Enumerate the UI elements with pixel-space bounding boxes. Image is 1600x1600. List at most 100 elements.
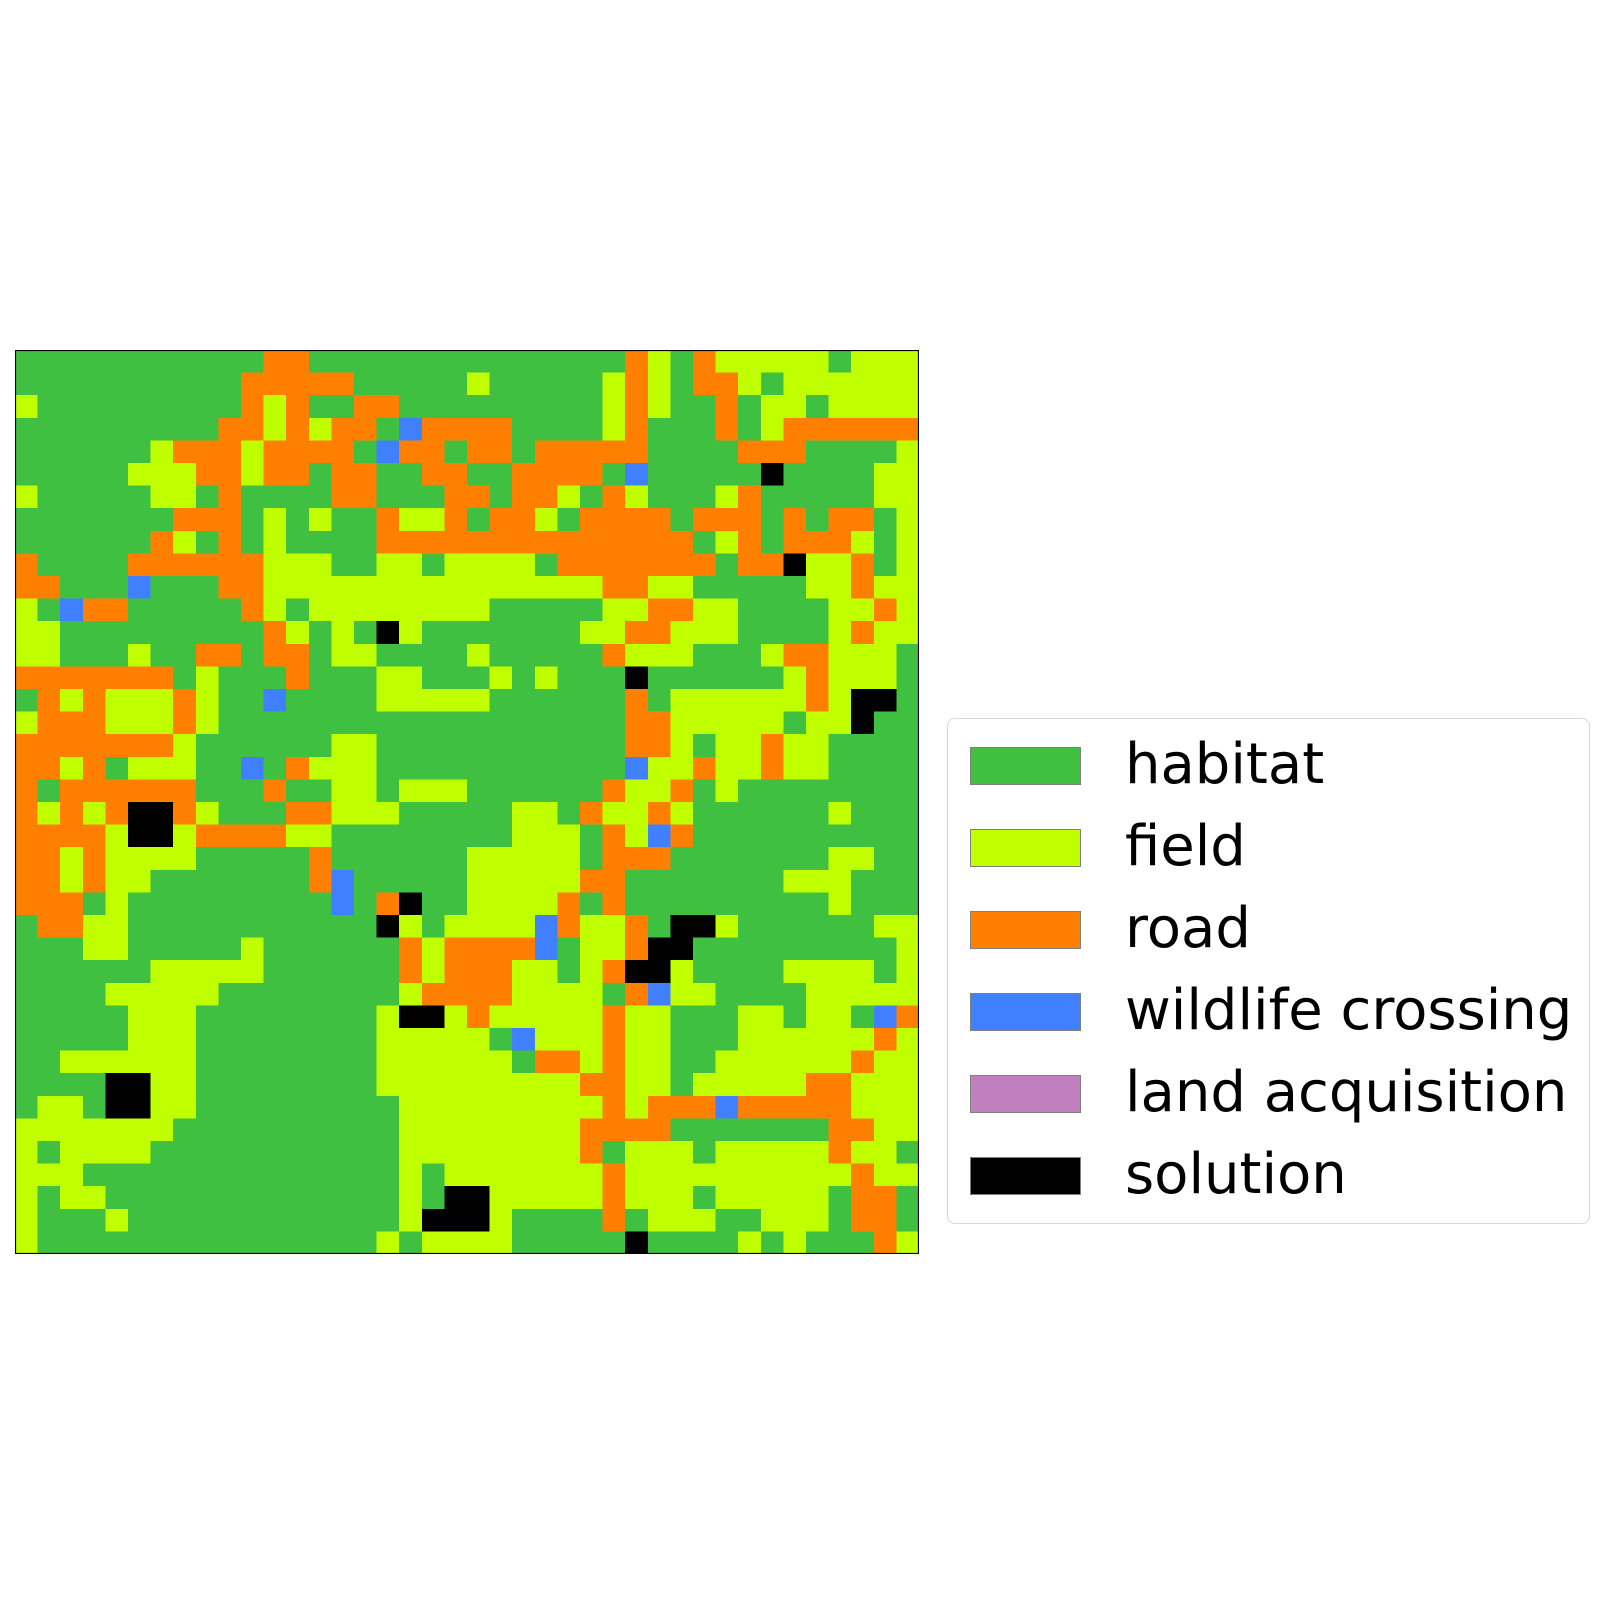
cell-habitat — [421, 553, 445, 577]
cell-road — [241, 395, 265, 419]
cell-habitat — [693, 779, 717, 803]
cell-habitat — [534, 417, 558, 441]
cell-habitat — [128, 1163, 152, 1187]
cell-habitat — [399, 643, 423, 667]
cell-field — [82, 915, 106, 939]
cell-habitat — [105, 485, 129, 509]
cell-habitat — [37, 395, 61, 419]
cell-habitat — [467, 621, 491, 645]
cell-habitat — [331, 1095, 355, 1119]
cell-habitat — [218, 621, 242, 645]
cell-habitat — [715, 1028, 739, 1052]
cell-road — [82, 869, 106, 893]
cell-habitat — [195, 1028, 219, 1052]
cell-habitat — [828, 1231, 852, 1254]
cell-habitat — [760, 508, 784, 532]
cell-habitat — [60, 1231, 84, 1254]
cell-field — [557, 1028, 581, 1052]
cell-field — [625, 1073, 649, 1097]
cell-field — [376, 1231, 400, 1254]
cell-field — [173, 982, 197, 1006]
cell-field — [467, 598, 491, 622]
cell-field — [738, 372, 762, 396]
cell-field — [715, 350, 739, 374]
cell-field — [715, 915, 739, 939]
cell-habitat — [896, 711, 919, 735]
cell-road — [602, 485, 626, 509]
cell-road — [828, 417, 852, 441]
cell-habitat — [376, 1186, 400, 1210]
cell-habitat — [241, 915, 265, 939]
cell-habitat — [851, 485, 875, 509]
cell-habitat — [873, 824, 897, 848]
cell-habitat — [376, 1141, 400, 1165]
cell-habitat — [286, 1073, 310, 1097]
cell-habitat — [128, 915, 152, 939]
cell-road — [15, 847, 39, 871]
cell-field — [715, 779, 739, 803]
cell-road — [851, 1163, 875, 1187]
cell-field — [60, 1118, 84, 1142]
cell-habitat — [421, 711, 445, 735]
cell-field — [896, 960, 919, 984]
cell-field — [783, 666, 807, 690]
cell-habitat — [580, 711, 604, 735]
cell-habitat — [421, 802, 445, 826]
cell-field — [128, 756, 152, 780]
cell-habitat — [195, 1231, 219, 1254]
cell-road — [580, 1141, 604, 1165]
cell-field — [15, 621, 39, 645]
cell-habitat — [851, 915, 875, 939]
cell-habitat — [195, 779, 219, 803]
cell-habitat — [693, 463, 717, 487]
cell-habitat — [263, 734, 287, 758]
cell-field — [534, 1073, 558, 1097]
cell-habitat — [399, 734, 423, 758]
cell-habitat — [896, 779, 919, 803]
cell-road — [647, 711, 671, 735]
cell-habitat — [806, 1118, 830, 1142]
legend-swatch-field — [970, 829, 1081, 867]
cell-field — [738, 1050, 762, 1074]
cell-habitat — [828, 1186, 852, 1210]
cell-habitat — [331, 1050, 355, 1074]
land-use-grid — [15, 350, 919, 1254]
cell-field — [557, 982, 581, 1006]
cell-habitat — [218, 779, 242, 803]
cell-field — [376, 689, 400, 713]
cell-road — [376, 530, 400, 554]
cell-field — [534, 869, 558, 893]
cell-habitat — [421, 1186, 445, 1210]
cell-habitat — [647, 915, 671, 939]
cell-habitat — [263, 666, 287, 690]
cell-field — [286, 553, 310, 577]
cell-habitat — [105, 530, 129, 554]
cell-road — [715, 395, 739, 419]
cell-road — [715, 417, 739, 441]
cell-habitat — [308, 621, 332, 645]
cell-field — [399, 689, 423, 713]
cell-habitat — [331, 824, 355, 848]
cell-habitat — [580, 598, 604, 622]
cell-habitat — [128, 937, 152, 961]
cell-habitat — [851, 892, 875, 916]
cell-field — [806, 982, 830, 1006]
cell-road — [806, 417, 830, 441]
cell-habitat — [218, 869, 242, 893]
cell-habitat — [534, 711, 558, 735]
cell-road — [557, 1050, 581, 1074]
cell-habitat — [82, 1095, 106, 1119]
cell-field — [263, 508, 287, 532]
cell-field — [534, 1005, 558, 1029]
cell-field — [399, 1118, 423, 1142]
cell-road — [195, 463, 219, 487]
cell-field — [331, 779, 355, 803]
cell-field — [15, 485, 39, 509]
cell-field — [647, 350, 671, 374]
cell-field — [647, 1050, 671, 1074]
cell-habitat — [602, 350, 626, 374]
cell-habitat — [331, 915, 355, 939]
cell-field — [489, 1186, 513, 1210]
cell-habitat — [693, 440, 717, 464]
cell-field — [467, 1163, 491, 1187]
